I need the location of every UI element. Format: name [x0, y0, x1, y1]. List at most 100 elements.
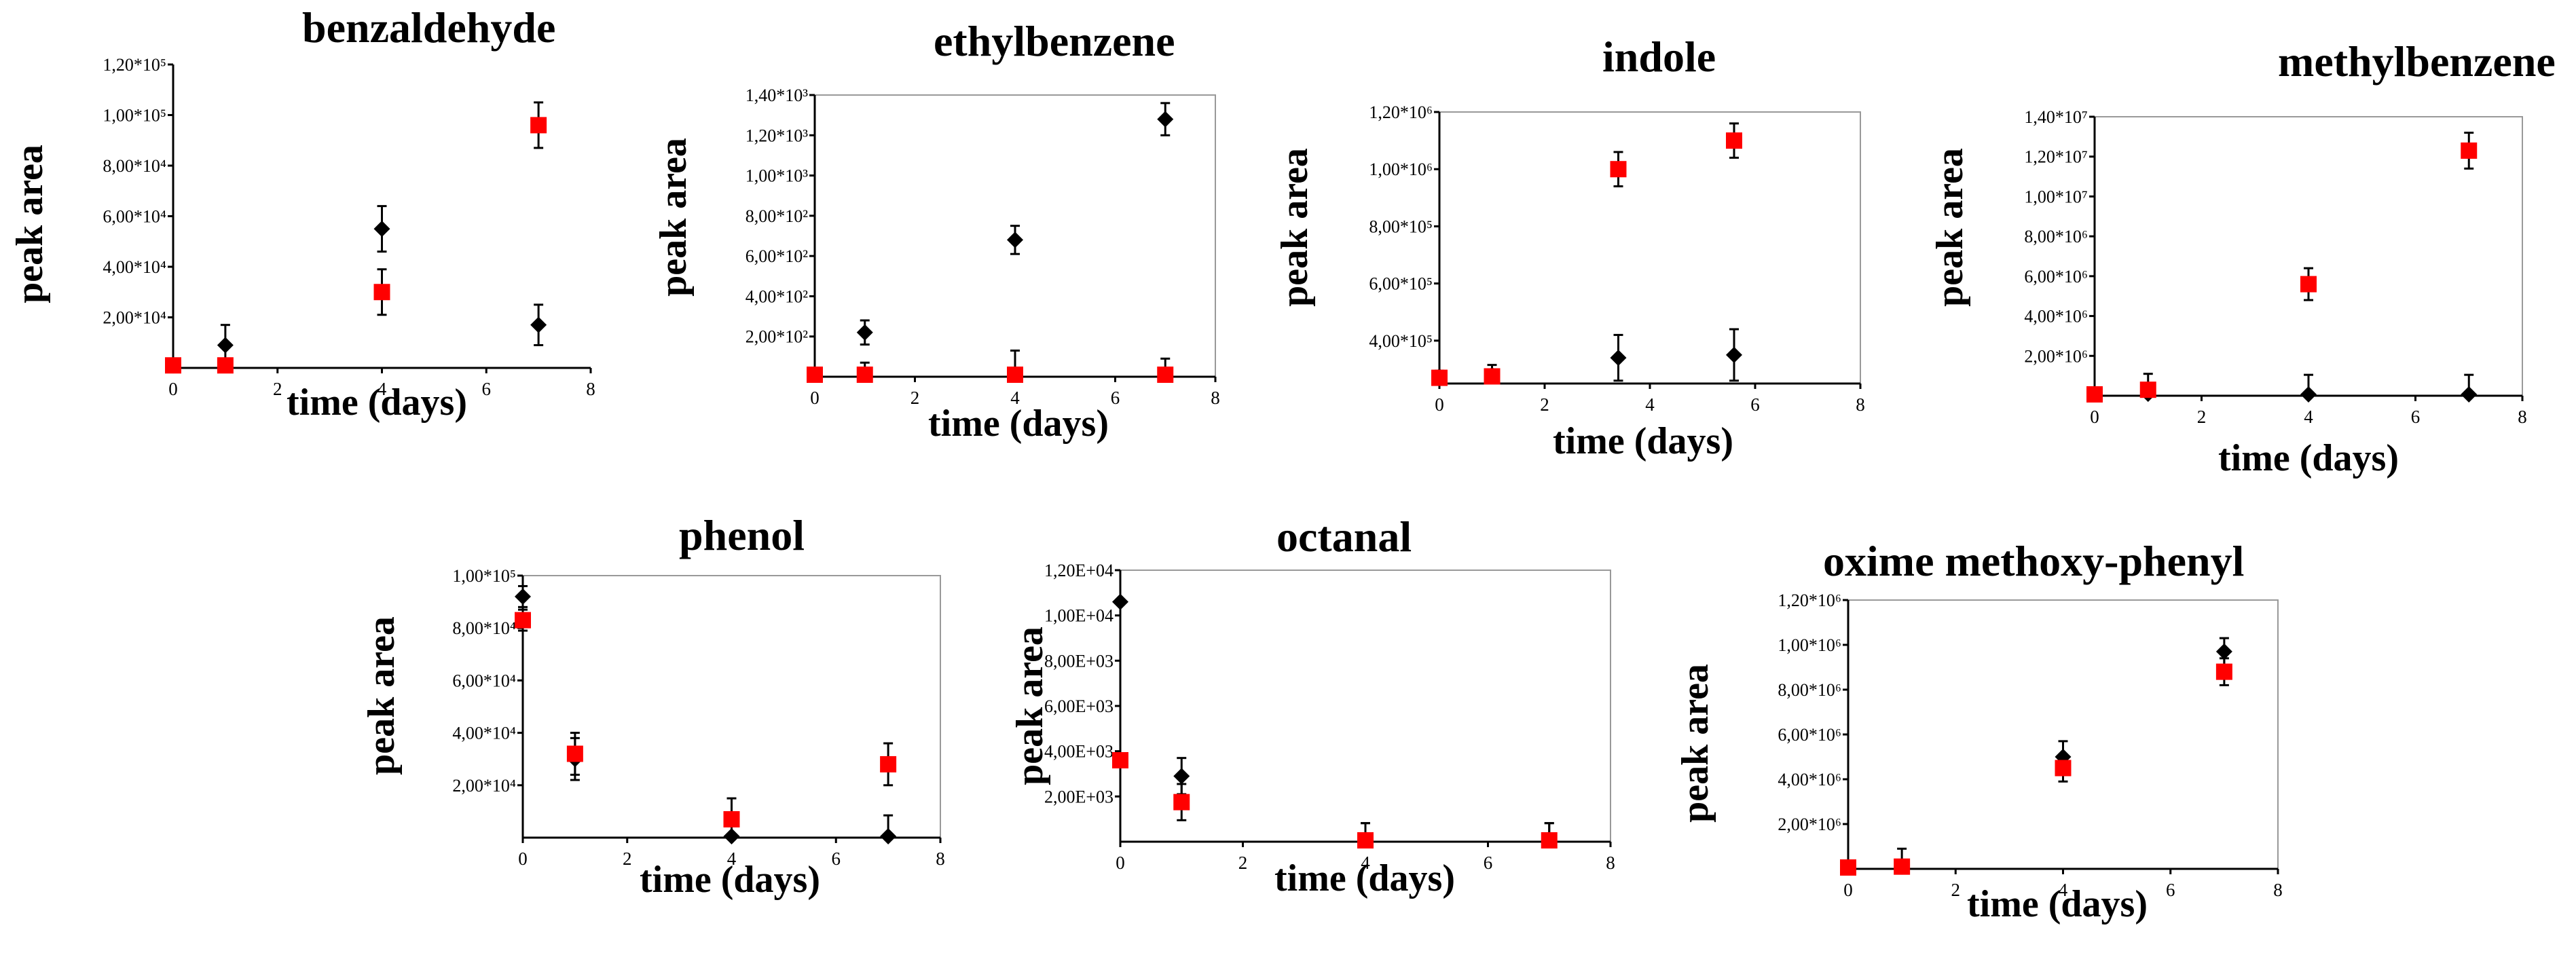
y-tick-label: 4,00E+03	[1044, 742, 1114, 762]
y-tick-label: 1,20*10³	[746, 126, 809, 145]
y-tick-label: 6,00*10⁵	[1369, 274, 1433, 294]
y-tick-label: 6,00*10⁶	[2024, 267, 2088, 286]
y-tick-label: 1,20*10⁷	[2024, 147, 2088, 167]
data-point-red	[165, 357, 181, 374]
x-tick-label: 8	[1856, 394, 1865, 415]
data-point-black	[880, 828, 897, 844]
data-point-red	[1007, 367, 1023, 384]
x-tick-label: 2	[1540, 394, 1549, 415]
y-tick-label: 6,00*10⁶	[1778, 725, 1841, 745]
x-tick-label: 8	[936, 848, 945, 869]
data-point-black	[856, 324, 873, 341]
chart-0: 0 2 4 6 8 2,00*10⁴ 4,00*10⁴ 6,00*10⁴ 8,00*10⁴ 1,0…	[9, 3, 595, 424]
chart-title: ethylbenzene	[934, 17, 1175, 65]
y-tick-label: 2,00*10⁶	[1778, 815, 1841, 834]
y-tick-label: 1,00*10⁶	[1369, 160, 1433, 179]
y-tick-label: 4,00*10⁶	[1778, 770, 1841, 789]
y-tick-label: 4,00*10⁵	[1369, 331, 1433, 351]
data-point-red	[2055, 760, 2072, 777]
x-tick-label: 6	[2166, 880, 2175, 900]
y-tick-label: 4,00*10⁶	[2024, 307, 2088, 327]
y-axis-label: peak area	[1674, 664, 1716, 823]
y-axis-label: peak area	[1274, 148, 1316, 307]
chart-title: oxime methoxy-phenyl	[1823, 537, 2244, 585]
data-point-red	[723, 810, 740, 827]
y-tick-label: 1,00*10⁵	[103, 106, 166, 126]
data-point-red	[2300, 276, 2317, 293]
data-point-black	[1112, 593, 1128, 610]
chart-title: benzaldehyde	[302, 3, 555, 52]
data-point-red	[807, 367, 823, 384]
data-point-red	[856, 367, 873, 384]
data-point-black	[2215, 643, 2232, 660]
data-point-red	[1484, 368, 1501, 385]
x-tick-label: 4	[1645, 394, 1655, 415]
x-tick-label: 6	[1484, 853, 1493, 873]
x-tick-label: 4	[2304, 407, 2313, 427]
y-tick-label: 1,40*10⁷	[2024, 107, 2088, 127]
x-tick-label: 2	[273, 379, 282, 399]
y-tick-label: 8,00*10⁴	[103, 156, 166, 176]
y-tick-label: 8,00*10⁴	[452, 618, 516, 638]
data-point-red	[1157, 367, 1174, 384]
y-tick-label: 4,00*10²	[746, 286, 809, 306]
data-point-red	[530, 117, 547, 134]
data-point-red	[1894, 858, 1911, 875]
y-tick-label: 8,00*10⁶	[2024, 227, 2088, 246]
x-tick-label: 6	[482, 379, 492, 399]
data-point-red	[2461, 142, 2478, 159]
y-axis-label: peak area	[1009, 627, 1051, 785]
data-point-red	[1610, 161, 1627, 178]
chart-1: 0 2 4 6 8 2,00*10² 4,00*10² 6,00*10² 8,00*10² 1,0…	[652, 17, 1220, 445]
chart-3: 0 2 4 6 8 2,00*10⁶ 4,00*10⁶ 6,00*10⁶ 8,00*10⁶ 1,0…	[1929, 37, 2556, 479]
data-point-red	[2215, 663, 2232, 680]
x-tick-label: 0	[518, 848, 528, 869]
y-tick-label: 8,00E+03	[1044, 651, 1114, 671]
x-tick-label: 6	[1750, 394, 1760, 415]
data-point-black	[1726, 346, 1742, 363]
y-tick-label: 2,00E+03	[1044, 787, 1114, 806]
x-tick-label: 8	[1606, 853, 1615, 873]
data-point-red	[1840, 859, 1856, 876]
y-tick-label: 6,00*10²	[746, 246, 809, 266]
x-tick-label: 0	[1435, 394, 1444, 415]
x-tick-label: 0	[2090, 407, 2099, 427]
x-tick-label: 6	[832, 848, 841, 869]
y-tick-label: 1,20*10⁵	[103, 55, 166, 75]
y-axis-label: peak area	[9, 145, 51, 303]
data-point-red	[217, 357, 234, 374]
chart-title: octanal	[1276, 512, 1412, 561]
x-axis-label: time (days)	[1967, 883, 2148, 925]
y-tick-label: 6,00E+03	[1044, 696, 1114, 716]
x-axis-label: time (days)	[1274, 857, 1455, 899]
plot-frame	[1847, 599, 2279, 870]
y-tick-label: 6,00*10⁴	[452, 671, 516, 690]
y-tick-label: 1,00*10⁶	[1778, 635, 1841, 655]
x-axis-label: time (days)	[287, 381, 467, 424]
x-tick-label: 4	[727, 848, 737, 869]
y-tick-label: 2,00*10⁴	[452, 776, 516, 796]
chart-5: 0 2 4 6 8 2,00E+03 4,00E+03 6,00E+03 8,00E+03 1,0…	[1009, 512, 1615, 899]
chart-title: indole	[1602, 33, 1716, 81]
chart-6: 0 2 4 6 8 2,00*10⁶ 4,00*10⁶ 6,00*10⁶ 8,00*10⁶ 1,0…	[1674, 537, 2283, 925]
x-axis-label: time (days)	[640, 859, 820, 901]
chart-title: methylbenzene	[2278, 37, 2556, 86]
y-tick-label: 8,00*10⁶	[1778, 680, 1841, 700]
y-tick-label: 1,20*10⁶	[1778, 591, 1841, 610]
data-point-red	[2139, 381, 2156, 398]
data-point-red	[1431, 369, 1448, 386]
x-tick-label: 0	[168, 379, 178, 399]
x-tick-label: 6	[1111, 388, 1120, 408]
data-point-black	[373, 221, 390, 238]
y-tick-label: 1,20E+04	[1044, 561, 1114, 580]
data-point-red	[566, 745, 583, 762]
data-point-black	[1157, 111, 1174, 128]
x-tick-label: 8	[2273, 880, 2283, 900]
x-axis-label: time (days)	[2218, 437, 2399, 479]
chart-2: 0 2 4 6 8 4,00*10⁵ 6,00*10⁵ 8,00*10⁵ 1,00*10⁶ 1,2…	[1274, 33, 1865, 462]
y-tick-label: 8,00*10²	[746, 206, 809, 226]
x-tick-label: 2	[2197, 407, 2207, 427]
data-point-red	[1112, 752, 1128, 768]
x-tick-label: 4	[1361, 853, 1370, 873]
x-tick-label: 4	[2059, 880, 2068, 900]
